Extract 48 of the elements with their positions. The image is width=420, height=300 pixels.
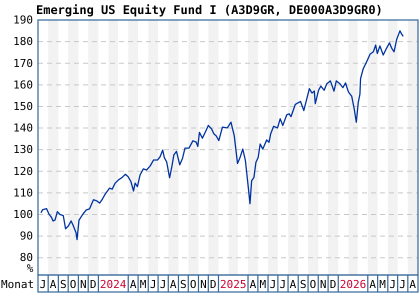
y-tick-label: 150 (13, 100, 33, 113)
x-tick-label: M (140, 278, 147, 291)
x-tick-label: A (50, 278, 57, 291)
y-tick-label: 160 (13, 78, 33, 92)
x-tick-label: N (320, 278, 326, 291)
x-tick-label: O (190, 278, 197, 291)
y-tick-label: 130 (13, 143, 33, 156)
x-tick-label: J (279, 278, 286, 291)
y-tick-label: 100 (13, 208, 33, 222)
x-tick-label: O (70, 278, 76, 291)
x-tick-label: M (379, 278, 386, 291)
x-tick-label: A (369, 278, 376, 291)
line-series (40, 30, 404, 240)
x-tick-label: A (250, 278, 257, 291)
x-tick-label: 2025 (220, 278, 246, 291)
chart-title: Emerging US Equity Fund I (A3D9GR, DE000A3D9GR0) (36, 3, 383, 17)
x-tick-label: J (270, 278, 276, 291)
x-tick-label: A (170, 278, 177, 291)
x-tick-label: J (40, 278, 46, 291)
x-tick-label: D (210, 278, 217, 291)
x-tick-label: J (150, 278, 156, 291)
x-tick-label: N (80, 278, 87, 291)
x-tick-label: N (200, 278, 207, 291)
x-tick-label: O (310, 278, 316, 291)
y-tick-label: 140 (13, 122, 33, 135)
x-tick-label: S (300, 278, 306, 291)
x-tick-label: J (389, 278, 396, 291)
y-tick-label: 80 (20, 251, 33, 264)
x-tick-label: A (130, 278, 137, 291)
y-tick-label: 120 (13, 164, 33, 178)
y-tick-label: 110 (13, 186, 33, 200)
y-tick-label: 180 (13, 35, 33, 48)
y-tick-label: 90 (20, 230, 33, 243)
x-tick-label: S (60, 278, 67, 291)
y-tick-label: 190 (13, 14, 33, 27)
x-tick-label: J (160, 278, 166, 291)
x-tick-label: S (180, 278, 187, 291)
x-tick-label: 2026 (340, 278, 366, 291)
y-axis-title: % (26, 262, 34, 275)
x-axis-title: Monat (1, 278, 34, 291)
x-tick-label: D (90, 278, 96, 291)
x-tick-label: 2024 (100, 278, 127, 291)
x-tick-label: A (290, 278, 297, 291)
x-tick-label: M (259, 278, 266, 291)
x-tick-label: J (399, 278, 406, 291)
x-tick-label: D (330, 278, 336, 291)
y-tick-label: 170 (13, 56, 33, 70)
x-tick-label: A (409, 278, 416, 291)
